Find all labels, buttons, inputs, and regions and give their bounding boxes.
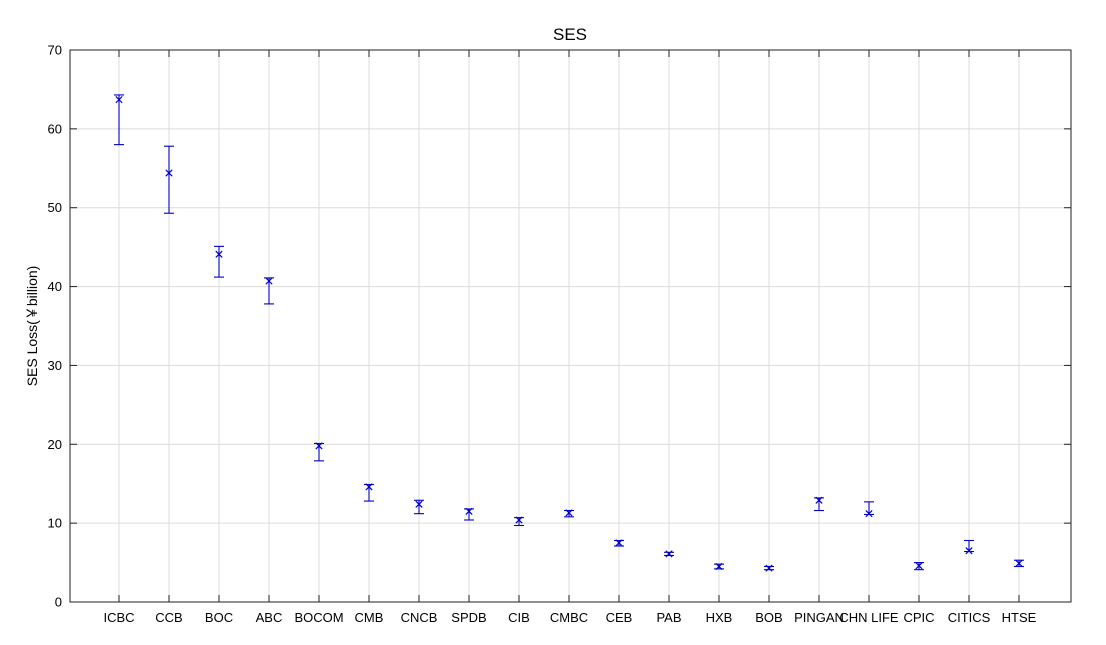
- axis-ticks: 0 10 20 30 40 50 60 70 ICBC CCB BOC ABC BOCOM CMB CNCB…: [48, 43, 1071, 625]
- data-point: [764, 564, 774, 572]
- chart-title: SES: [553, 25, 587, 44]
- x-marker: [365, 483, 373, 491]
- x-marker: [315, 442, 323, 450]
- grid: [70, 50, 1071, 602]
- y-tick-label: 20: [48, 437, 62, 452]
- data-point: [314, 442, 324, 462]
- x-marker: [765, 564, 773, 572]
- data-point: [264, 277, 274, 305]
- data-point: [414, 499, 424, 515]
- data-series: [114, 94, 1024, 572]
- x-tick-label: ICBC: [103, 610, 134, 625]
- y-tick-label: 10: [48, 516, 62, 531]
- y-tick-label: 30: [48, 358, 62, 373]
- x-marker: [165, 169, 173, 177]
- x-marker: [615, 539, 623, 547]
- x-marker: [1015, 559, 1023, 567]
- x-tick-label: SPDB: [451, 610, 486, 625]
- x-tick-label: BOC: [205, 610, 233, 625]
- data-point: [364, 483, 374, 502]
- x-tick-label: ABC: [256, 610, 283, 625]
- data-point: [664, 550, 674, 558]
- x-marker: [115, 96, 123, 104]
- x-tick-label: CMBC: [550, 610, 588, 625]
- x-marker: [915, 562, 923, 570]
- x-marker: [815, 496, 823, 504]
- x-tick-label: BOCOM: [294, 610, 343, 625]
- x-marker: [665, 550, 673, 558]
- x-marker: [565, 509, 573, 517]
- x-tick-label: CIB: [508, 610, 530, 625]
- x-tick-label: HTSE: [1002, 610, 1037, 625]
- y-tick-label: 40: [48, 279, 62, 294]
- x-tick-label: BOB: [755, 610, 782, 625]
- x-marker: [515, 516, 523, 524]
- data-point: [714, 562, 724, 571]
- x-tick-label: CMB: [355, 610, 384, 625]
- y-tick-label: 0: [55, 595, 62, 610]
- data-point: [864, 501, 874, 518]
- x-tick-label: PINGAN: [794, 610, 844, 625]
- x-tick-label: CCB: [155, 610, 182, 625]
- x-marker: [965, 547, 973, 555]
- data-point: [814, 496, 824, 512]
- data-point: [514, 516, 524, 527]
- x-tick-label: CPIC: [903, 610, 934, 625]
- data-point: [114, 94, 124, 146]
- data-point: [564, 509, 574, 518]
- y-tick-label: 60: [48, 121, 62, 136]
- x-marker: [415, 500, 423, 508]
- data-point: [164, 145, 174, 214]
- x-tick-label: CNCB: [401, 610, 438, 625]
- x-tick-label: CITICS: [948, 610, 991, 625]
- plot-area: [69, 49, 1072, 603]
- x-marker: [215, 250, 223, 258]
- data-point: [214, 245, 224, 278]
- x-tick-label: HXB: [706, 610, 733, 625]
- y-tick-label: 50: [48, 200, 62, 215]
- x-marker: [715, 562, 723, 571]
- x-marker: [865, 510, 873, 518]
- data-point: [1014, 559, 1024, 568]
- y-axis-label: SES Loss(￥billion): [24, 266, 40, 387]
- y-tick-label: 70: [48, 43, 62, 58]
- x-marker: [465, 507, 473, 515]
- x-marker: [265, 277, 273, 285]
- data-point: [914, 562, 924, 571]
- x-tick-label: CEB: [606, 610, 633, 625]
- data-point: [464, 507, 474, 521]
- data-point: [614, 539, 624, 547]
- x-tick-label: PAB: [656, 610, 681, 625]
- x-tick-label: CHN LIFE: [839, 610, 899, 625]
- data-point: [964, 539, 974, 555]
